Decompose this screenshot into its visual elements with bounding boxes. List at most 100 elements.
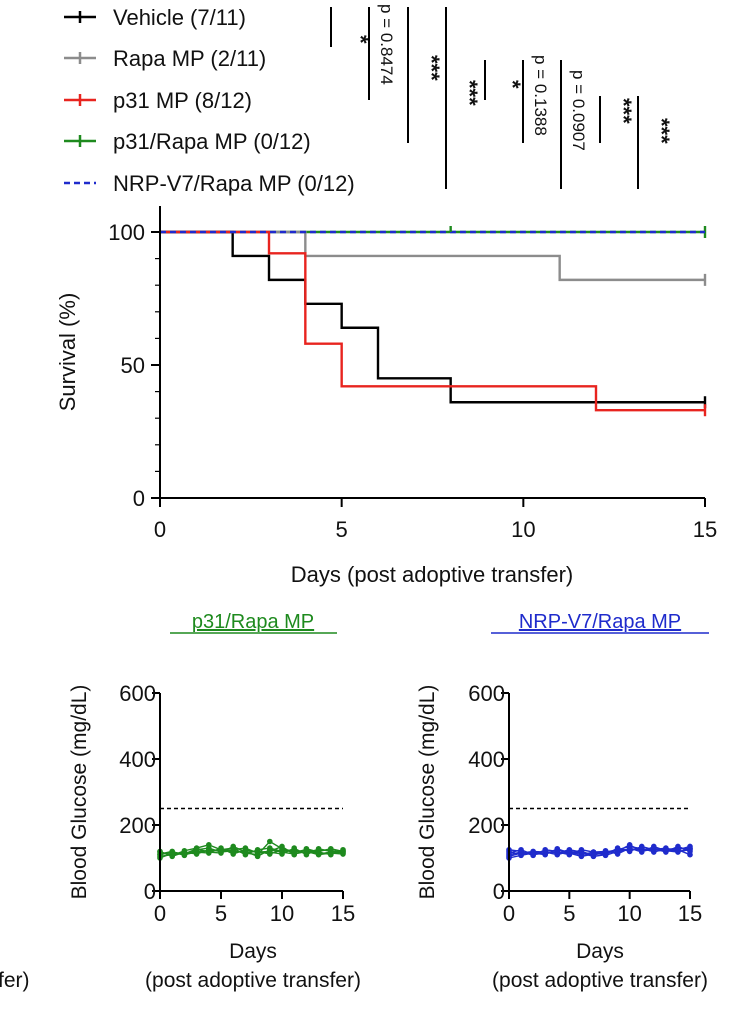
- glucose-point: [340, 847, 346, 854]
- p-value-label: p = 0.1388: [531, 55, 550, 136]
- y-tick-label: 200: [119, 813, 156, 838]
- glucose-point: [328, 849, 334, 855]
- glucose-point: [651, 843, 657, 850]
- legend: Vehicle (7/11) Rapa MP (2/11) p31 MP (8/12…: [64, 5, 355, 196]
- x-tick-label: 5: [563, 901, 575, 926]
- glucose-point: [530, 851, 536, 858]
- glucose-x-axis-sublabel: (post adoptive transfer): [492, 969, 708, 992]
- glucose-point: [230, 851, 236, 857]
- legend-entry: NRP-V7/Rapa MP (0/12): [64, 171, 355, 196]
- glucose-point: [291, 849, 298, 855]
- glucose-point: [169, 849, 175, 855]
- significance-bracket: ***: [407, 7, 444, 143]
- glucose-point: [578, 853, 585, 860]
- glucose-point: [566, 851, 573, 858]
- cropped-axis-label: fer): [0, 969, 30, 992]
- glucose-point: [675, 849, 681, 855]
- glucose-x-axis-label: Days: [229, 940, 277, 963]
- glucose-point: [291, 845, 298, 851]
- glucose-point: [554, 849, 561, 855]
- glucose-point: [602, 847, 609, 854]
- glucose-panel-title: p31/Rapa MP: [192, 611, 314, 633]
- glucose-point: [303, 846, 310, 853]
- significance-stars: ***: [457, 80, 482, 106]
- legend-label: Rapa MP (2/11): [113, 46, 266, 71]
- glucose-point: [193, 851, 200, 857]
- significance-bracket: ***: [637, 96, 674, 189]
- glucose-point: [614, 851, 621, 857]
- x-tick-label: 10: [511, 517, 535, 542]
- legend-label: p31 MP (8/12): [113, 88, 252, 113]
- glucose-point: [193, 845, 200, 852]
- legend-entry: Vehicle (7/11): [64, 5, 246, 30]
- glucose-point: [638, 849, 645, 855]
- glucose-line: [159, 845, 344, 856]
- glucose-line: [159, 849, 344, 858]
- y-tick-label: 600: [119, 681, 156, 706]
- glucose-point: [518, 852, 524, 859]
- glucose-point: [267, 851, 273, 857]
- glucose-point: [230, 843, 236, 850]
- x-tick-label: 10: [270, 901, 294, 926]
- glucose-point: [303, 851, 310, 858]
- glucose-point: [518, 846, 524, 853]
- glucose-point: [315, 851, 322, 857]
- glucose-panel-nrp-v7-rapa: NRP-V7/Rapa MP Blood Glucose (mg/dL) Day…: [416, 611, 709, 992]
- glucose-point: [181, 851, 188, 857]
- x-tick-label: 5: [336, 517, 348, 542]
- glucose-point: [687, 851, 693, 858]
- glucose-panel-title: NRP-V7/Rapa MP: [519, 611, 681, 633]
- x-tick-label: 15: [678, 901, 702, 926]
- survival-line: [160, 230, 705, 412]
- y-tick-label: 400: [119, 747, 156, 772]
- glucose-point: [315, 845, 322, 852]
- glucose-point: [169, 853, 175, 860]
- glucose-line: [508, 845, 691, 857]
- significance-stars: ***: [419, 55, 444, 81]
- glucose-point: [242, 845, 249, 851]
- significance-bracket: p = 0.8474: [368, 4, 396, 100]
- glucose-point: [651, 849, 657, 855]
- significance-bracket: ***: [445, 7, 482, 189]
- glucose-point: [578, 848, 585, 855]
- glucose-point: [626, 845, 633, 851]
- glucose-point: [254, 848, 261, 855]
- glucose-point: [687, 845, 693, 851]
- significance-stars: ***: [649, 118, 674, 144]
- x-tick-label: 0: [154, 901, 166, 926]
- significance-stars: *: [500, 80, 525, 89]
- legend-label: Vehicle (7/11): [113, 5, 246, 30]
- y-tick-label: 600: [468, 681, 505, 706]
- y-tick-label: 200: [468, 813, 505, 838]
- significance-bracket: p = 0.0907: [560, 60, 588, 189]
- glucose-point: [267, 838, 273, 845]
- y-tick-label: 100: [108, 220, 145, 245]
- glucose-point: [663, 847, 669, 854]
- glucose-x-axis-sublabel: (post adoptive transfer): [145, 969, 361, 992]
- x-tick-label: 5: [215, 901, 227, 926]
- survival-ticks: 0 5 10 15 0 50 100: [108, 220, 717, 542]
- glucose-point: [279, 846, 285, 853]
- glucose-point: [206, 842, 212, 848]
- legend-entry: p31/Rapa MP (0/12): [64, 129, 311, 154]
- x-tick-label: 0: [154, 517, 166, 542]
- y-tick-label: 0: [144, 879, 156, 904]
- y-tick-label: 0: [133, 486, 145, 511]
- glucose-x-axis-label: Days: [576, 940, 624, 963]
- y-tick-label: 0: [493, 879, 505, 904]
- x-tick-label: 15: [693, 517, 717, 542]
- survival-chart: 0 5 10 15 0 50 100 Survival (%) Days (post ado…: [55, 206, 717, 587]
- glucose-panel-p31-rapa: p31/Rapa MP Blood Glucose (mg/dL) Days (…: [68, 611, 361, 992]
- x-tick-label: 15: [331, 901, 355, 926]
- p-value-label: p = 0.8474: [377, 4, 396, 85]
- legend-label: NRP-V7/Rapa MP (0/12): [113, 171, 355, 196]
- significance-bracket: p = 0.1388: [522, 55, 550, 143]
- survival-y-axis-label: Survival (%): [55, 293, 80, 412]
- glucose-point: [206, 849, 212, 855]
- survival-x-axis-label: Days (post adoptive transfer): [291, 562, 573, 587]
- x-tick-label: 10: [617, 901, 641, 926]
- legend-label: p31/Rapa MP (0/12): [113, 129, 311, 154]
- glucose-point: [218, 850, 224, 856]
- y-tick-label: 50: [121, 353, 145, 378]
- survival-series: [160, 226, 707, 417]
